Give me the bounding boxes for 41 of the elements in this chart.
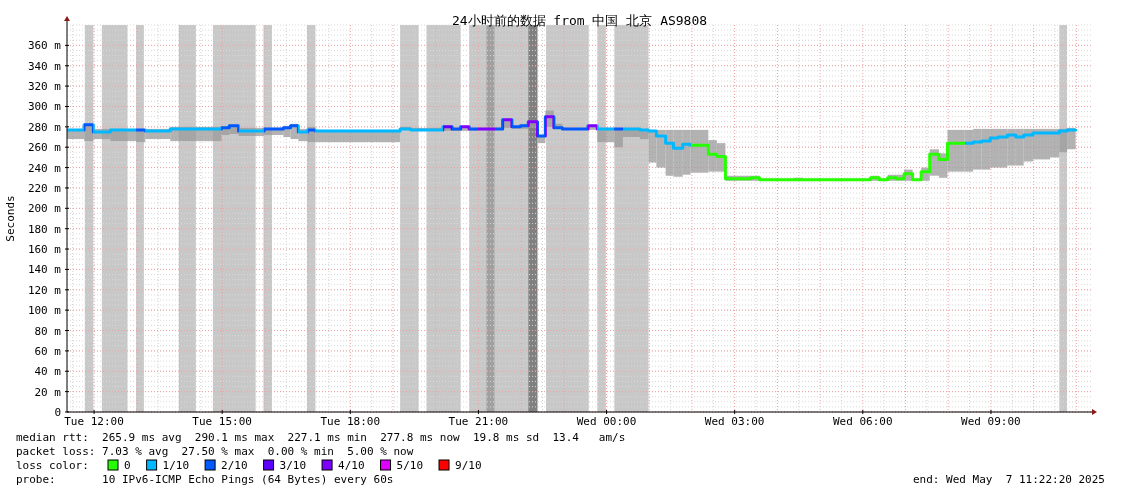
y-tick-label: 240 m xyxy=(27,161,62,175)
y-tick-label: 320 m xyxy=(27,80,62,94)
text: packet loss: 7.03 % avg 27.50 % max 0.00 % min 5.00 % now xyxy=(16,445,414,458)
text: end: Wed May 7 11:22:20 2025 xyxy=(912,473,1105,486)
x-tick-label: Tue 18:00 xyxy=(320,415,381,428)
text: median rtt: 265.9 ms avg 290.1 ms max 227.1 ms min 277.8 ms now 19.8 ms sd 13.4 am/s xyxy=(16,431,626,444)
legend-label: 0 xyxy=(124,459,131,472)
y-tick-label: 300 m xyxy=(27,100,62,114)
y-tick-label: 40 m xyxy=(34,365,62,379)
legend-label: 2/10 xyxy=(221,459,248,472)
x-tick-label: Tue 21:00 xyxy=(448,415,509,428)
legend-title: loss color: xyxy=(16,459,89,472)
x-tick-label: Tue 15:00 xyxy=(192,415,252,428)
y-tick-label: 360 m xyxy=(27,39,62,53)
y-axis-title: Seconds xyxy=(4,195,17,242)
x-tick-label: Wed 00:00 xyxy=(576,415,637,428)
y-tick-label: 100 m xyxy=(27,304,62,318)
y-tick-label: 20 m xyxy=(34,385,62,399)
legend-label: 3/10 xyxy=(279,459,307,472)
y-tick-label: 200 m xyxy=(27,202,62,216)
y-tick-label: 280 m xyxy=(27,120,62,134)
chart-title: 24小时前的数据 from 中国 北京 AS9808 xyxy=(451,13,708,28)
y-tick-label: 140 m xyxy=(27,263,62,277)
y-tick-label: 80 m xyxy=(34,324,62,338)
x-tick-label: Tue 12:00 xyxy=(64,415,124,428)
y-tick-label: 60 m xyxy=(34,344,62,358)
legend-label: 1/10 xyxy=(162,459,190,472)
x-tick-label: Wed 03:00 xyxy=(704,415,765,428)
legend-label: 9/10 xyxy=(455,459,482,472)
legend-label: 5/10 xyxy=(396,459,424,472)
y-tick-label: 220 m xyxy=(27,181,62,195)
x-tick-label: Wed 06:00 xyxy=(832,415,893,428)
x-tick-label: Wed 09:00 xyxy=(961,415,1021,428)
y-tick-label: 120 m xyxy=(27,283,62,297)
y-tick-label: 180 m xyxy=(27,222,62,236)
y-tick-label: 340 m xyxy=(27,59,62,73)
text: probe: 10 IPv6-ICMP Echo Pings (64 Bytes) every 60s xyxy=(16,473,394,486)
y-tick-label: 160 m xyxy=(27,243,62,257)
y-tick-label: 260 m xyxy=(27,141,62,155)
y-tick-label: 0 xyxy=(54,406,61,419)
legend-label: 4/10 xyxy=(338,459,365,472)
